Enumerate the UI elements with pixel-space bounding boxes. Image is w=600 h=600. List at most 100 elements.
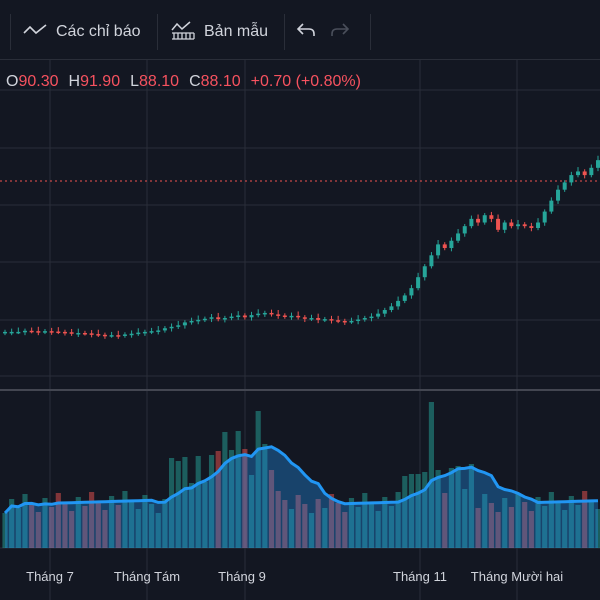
- candle-body: [476, 218, 481, 223]
- undo-button[interactable]: [296, 16, 316, 48]
- volume-bar: [182, 457, 188, 548]
- candle-body: [96, 334, 101, 336]
- candle-body: [422, 266, 427, 278]
- volume-bar: [109, 496, 115, 548]
- volume-bar: [75, 497, 81, 548]
- volume-bar: [175, 461, 181, 548]
- templates-icon: [170, 19, 196, 46]
- volume-bar: [468, 464, 474, 548]
- volume-bar: [102, 510, 108, 548]
- volume-bar: [528, 511, 534, 548]
- candle-body: [429, 255, 434, 267]
- open-key: O: [6, 73, 19, 90]
- volume-bar: [288, 509, 295, 548]
- candle-body: [549, 200, 554, 212]
- volume-bar: [475, 508, 481, 548]
- high-key: H: [68, 73, 81, 90]
- volume-bar: [242, 449, 248, 548]
- volume-bar: [202, 482, 208, 548]
- candle-body: [496, 218, 501, 230]
- candle-body: [36, 331, 41, 333]
- time-axis: Tháng 7 Tháng Tám Tháng 9 Tháng 11 Tháng Mườ…: [26, 569, 563, 584]
- volume-bar: [168, 458, 175, 548]
- low-key: L: [130, 73, 140, 90]
- volume-histogram: [2, 402, 600, 548]
- chart-toolbar: Các chỉ báo Bản mẫu: [0, 0, 600, 60]
- candle-body: [309, 318, 314, 320]
- volume-bar: [368, 502, 375, 548]
- volume-bar: [442, 493, 448, 548]
- candle-body: [542, 211, 547, 223]
- candle-body: [556, 189, 561, 201]
- candle-body: [409, 288, 414, 296]
- volume-bar: [22, 494, 28, 548]
- volume-bar: [322, 508, 328, 548]
- volume-bar: [515, 493, 521, 548]
- volume-bar: [462, 489, 468, 548]
- candle-body: [22, 330, 27, 333]
- time-axis-label: Tháng Mười hai: [471, 569, 563, 584]
- close-value: 88.10: [200, 73, 241, 90]
- candle-body: [522, 224, 527, 227]
- volume-bar: [135, 509, 141, 548]
- candle-body: [169, 326, 174, 329]
- volume-bar: [342, 512, 348, 548]
- toolbar-divider: [284, 14, 285, 50]
- volume-bar: [575, 505, 581, 548]
- candle-body: [582, 171, 587, 176]
- candle-body: [229, 316, 234, 319]
- volume-bar: [408, 474, 415, 548]
- volume-bar: [488, 503, 494, 548]
- volume-bar: [129, 500, 135, 548]
- candle-body: [9, 331, 14, 334]
- time-axis-label: Tháng 11: [393, 569, 447, 584]
- candle-body: [509, 222, 514, 227]
- indicators-label: Các chỉ báo: [56, 23, 141, 40]
- volume-moving-average: [3, 445, 599, 548]
- time-axis-label: Tháng 7: [26, 569, 74, 584]
- candle-body: [316, 318, 321, 320]
- candle-body: [516, 224, 521, 227]
- volume-bar: [328, 494, 335, 548]
- candle-body: [209, 317, 214, 319]
- redo-button[interactable]: [330, 16, 350, 48]
- volume-bar: [375, 511, 381, 548]
- candle-body: [182, 322, 187, 326]
- volume-bar: [315, 499, 321, 548]
- candle-body: [396, 300, 401, 307]
- low-value: 88.10: [139, 73, 180, 90]
- volume-bar: [15, 508, 21, 548]
- volume-bar: [348, 498, 355, 548]
- candle-body: [569, 175, 574, 183]
- volume-bar: [308, 513, 315, 548]
- candle-body: [456, 233, 461, 241]
- templates-button[interactable]: Bản mẫu: [170, 16, 268, 48]
- volume-bar: [255, 411, 261, 548]
- volume-bar: [335, 503, 341, 548]
- candle-body: [82, 332, 87, 335]
- indicators-button[interactable]: Các chỉ báo: [22, 16, 141, 48]
- volume-bar: [188, 483, 195, 548]
- change-value: +0.70 (+0.80%): [250, 73, 361, 90]
- candle-body: [442, 244, 447, 249]
- volume-bar: [95, 501, 101, 548]
- volume-bar: [448, 468, 454, 548]
- candle-body: [76, 332, 81, 335]
- volume-bar: [228, 450, 235, 548]
- volume-ma-area: [5, 446, 598, 548]
- candle-body: [382, 310, 387, 314]
- toolbar-divider: [157, 14, 158, 50]
- open-value: 90.30: [18, 73, 59, 90]
- price-chart[interactable]: Tháng 7 Tháng Tám Tháng 9 Tháng 11 Tháng Mườ…: [0, 60, 600, 600]
- candle-body: [256, 313, 261, 316]
- volume-bar: [89, 492, 95, 548]
- candle-body: [536, 222, 541, 228]
- volume-bar: [428, 402, 435, 548]
- candle-body: [236, 315, 241, 317]
- volume-bar: [42, 498, 48, 548]
- volume-bar: [402, 476, 408, 548]
- candle-body: [342, 320, 347, 323]
- high-value: 91.90: [80, 73, 121, 90]
- volume-bar: [422, 472, 428, 548]
- volume-bar: [548, 492, 554, 548]
